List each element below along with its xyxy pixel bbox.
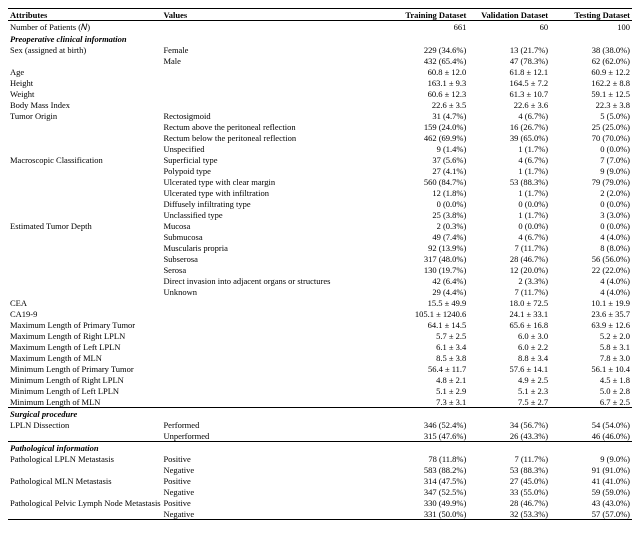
section-path: Pathological information: [8, 442, 632, 454]
clinical-data-table: Attributes Values Training Dataset Valid…: [8, 8, 632, 520]
header-train: Training Dataset: [386, 9, 468, 21]
header-val: Values: [161, 9, 386, 21]
npat-label: Number of Patients (𝑁): [8, 21, 161, 34]
section-surg: Surgical procedure: [8, 408, 632, 420]
sex-female: Female: [161, 44, 386, 55]
npat-valid: 60: [468, 21, 550, 34]
header-valid: Validation Dataset: [468, 9, 550, 21]
section-preop: Preoperative clinical information: [8, 33, 632, 44]
sex-attr: Sex (assigned at birth): [8, 44, 161, 55]
header-attr: Attributes: [8, 9, 161, 21]
npat-test: 100: [550, 21, 632, 34]
header-test: Testing Dataset: [550, 9, 632, 21]
npat-train: 661: [386, 21, 468, 34]
